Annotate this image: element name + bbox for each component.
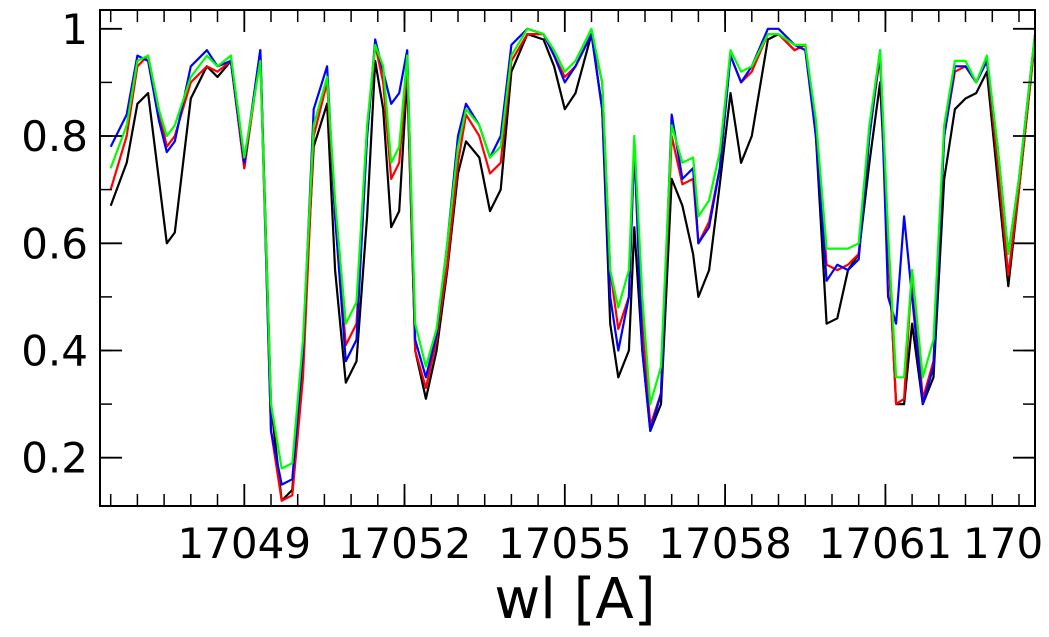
x-tick-label: 170	[963, 519, 1043, 568]
tick-layer	[100, 10, 1035, 506]
x-tick-label: 17055	[498, 519, 632, 568]
series-line-1	[109, 33, 1035, 502]
y-tick-label: 0.6	[21, 219, 88, 268]
tick-label-layer: 17049 17052 17055 17058 17061 170 0.2 0.4 0.6 0.8…	[21, 5, 1043, 568]
y-tick-label: 0.8	[21, 112, 88, 161]
y-tick-label: 0.4	[21, 327, 88, 376]
x-tick-label: 17058	[658, 519, 792, 568]
y-tick-label: 1	[61, 5, 88, 54]
y-tick-label: 0.2	[21, 434, 88, 483]
series-line-3	[109, 27, 1035, 470]
series-line-0	[109, 33, 1035, 502]
x-tick-label: 17052	[338, 519, 472, 568]
x-tick-label: 17061	[819, 519, 953, 568]
x-tick-label: 17049	[177, 519, 311, 568]
x-axis-title: wl [A]	[494, 567, 655, 632]
plot-frame	[99, 9, 1036, 507]
series-layer	[109, 27, 1035, 502]
